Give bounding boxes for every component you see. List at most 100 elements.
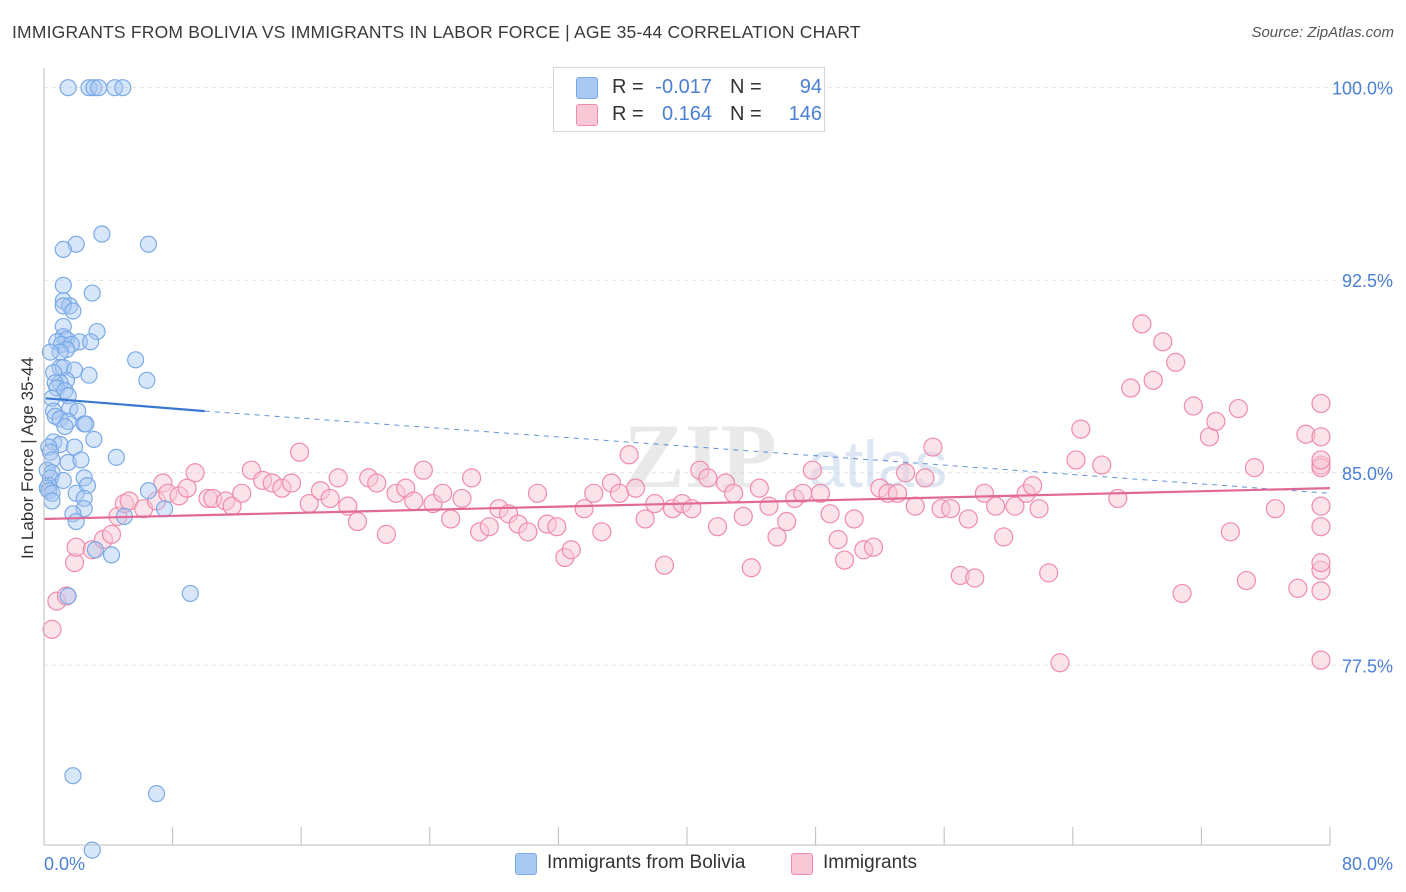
- data-point-bolivia: [127, 351, 145, 369]
- data-point-bolivia: [80, 79, 98, 97]
- data-point-bolivia: [139, 482, 158, 500]
- data-point-immigrants: [965, 568, 985, 588]
- data-point-immigrants: [1244, 458, 1265, 478]
- data-point-bolivia: [61, 297, 79, 315]
- data-point-immigrants: [1311, 450, 1331, 470]
- data-point-bolivia: [93, 225, 111, 243]
- data-point-immigrants: [749, 478, 769, 498]
- data-point-immigrants: [66, 537, 86, 557]
- data-point-immigrants: [863, 537, 884, 557]
- data-point-immigrants: [347, 511, 368, 532]
- trend-line-bolivia-extension: [204, 410, 1331, 494]
- y-tick-label: 100.0%: [1332, 79, 1393, 99]
- data-point-immigrants: [561, 540, 581, 560]
- data-point-immigrants: [1066, 450, 1086, 470]
- data-point-immigrants: [177, 478, 197, 498]
- data-point-bolivia: [54, 471, 72, 490]
- data-point-bolivia: [85, 430, 103, 448]
- trend-line-immigrants: [43, 487, 1331, 521]
- data-point-immigrants: [767, 527, 787, 547]
- r-value: -0.017: [655, 76, 712, 98]
- n-label: N =: [730, 76, 762, 98]
- data-point-immigrants: [777, 511, 797, 532]
- legend-swatch-immigrants: [791, 853, 813, 875]
- data-point-immigrants: [941, 499, 961, 519]
- data-point-bolivia: [138, 371, 156, 389]
- data-point-immigrants: [479, 517, 499, 537]
- data-point-immigrants: [1311, 581, 1331, 601]
- data-point-immigrants: [1166, 352, 1186, 372]
- y-axis-label: In Labor Force | Age 35-44: [18, 357, 37, 559]
- data-point-immigrants: [281, 473, 302, 493]
- data-point-bolivia: [90, 79, 108, 97]
- legend-swatch-bolivia: [576, 77, 598, 99]
- data-point-bolivia: [56, 417, 74, 436]
- data-point-immigrants: [433, 483, 453, 503]
- data-point-immigrants: [896, 463, 916, 483]
- data-point-immigrants: [923, 437, 943, 457]
- data-point-immigrants: [1050, 653, 1070, 673]
- legend-swatch-immigrants: [576, 104, 598, 126]
- data-point-immigrants: [802, 460, 822, 480]
- data-point-bolivia: [80, 366, 98, 384]
- data-point-immigrants: [828, 529, 848, 550]
- data-point-bolivia: [181, 584, 199, 603]
- data-point-immigrants: [1265, 499, 1285, 519]
- data-point-immigrants: [1023, 475, 1043, 496]
- data-point-immigrants: [1288, 578, 1308, 598]
- data-point-immigrants: [619, 445, 639, 465]
- data-point-immigrants: [367, 473, 387, 493]
- r-label: R =: [612, 103, 644, 125]
- data-point-immigrants: [625, 478, 646, 498]
- data-point-immigrants: [328, 468, 348, 488]
- data-point-immigrants: [834, 550, 855, 570]
- data-point-immigrants: [441, 509, 461, 529]
- data-point-bolivia: [64, 302, 82, 320]
- data-point-immigrants: [584, 483, 604, 503]
- data-point-bolivia: [72, 451, 90, 469]
- legend-swatch-bolivia: [515, 853, 537, 875]
- data-point-immigrants: [461, 468, 482, 488]
- data-point-bolivia: [40, 482, 58, 500]
- x-tick-label: 0.0%: [44, 854, 85, 874]
- data-point-bolivia: [59, 79, 77, 97]
- data-point-immigrants: [1206, 411, 1226, 432]
- data-point-immigrants: [42, 619, 62, 639]
- data-point-immigrants: [698, 468, 718, 488]
- data-point-bolivia: [139, 235, 158, 253]
- data-point-immigrants: [724, 483, 744, 503]
- data-point-bolivia: [82, 333, 100, 351]
- data-point-immigrants: [1029, 499, 1049, 519]
- data-point-immigrants: [741, 558, 761, 578]
- data-point-bolivia: [83, 841, 101, 859]
- data-point-immigrants: [915, 468, 935, 488]
- series-immigrants-from-bolivia: [38, 79, 199, 859]
- r-value: 0.164: [661, 103, 712, 125]
- data-point-bolivia: [54, 297, 72, 315]
- data-point-immigrants: [1071, 419, 1091, 439]
- data-point-immigrants: [574, 499, 594, 519]
- x-tick-label: 80.0%: [1342, 854, 1393, 874]
- data-point-immigrants: [1039, 563, 1059, 583]
- data-point-immigrants: [547, 517, 567, 537]
- data-point-immigrants: [1311, 650, 1331, 670]
- data-point-immigrants: [1172, 583, 1192, 604]
- data-point-immigrants: [1228, 398, 1248, 419]
- data-point-immigrants: [1236, 570, 1257, 591]
- data-point-immigrants: [413, 460, 433, 480]
- data-point-bolivia: [83, 284, 101, 302]
- axes: 0.0% 80.0%: [43, 68, 1393, 874]
- data-point-bolivia: [41, 343, 60, 361]
- r-label: R =: [612, 76, 644, 98]
- data-point-immigrants: [1220, 522, 1240, 542]
- data-point-bolivia: [102, 546, 121, 564]
- data-point-immigrants: [1143, 370, 1163, 390]
- y-tick-label: 85.0%: [1342, 464, 1393, 484]
- data-point-bolivia: [107, 448, 125, 466]
- data-point-immigrants: [810, 483, 831, 503]
- data-point-bolivia: [67, 512, 85, 531]
- data-point-immigrants: [289, 442, 310, 462]
- data-point-immigrants: [404, 491, 424, 511]
- y-tick-label: 92.5%: [1342, 271, 1393, 291]
